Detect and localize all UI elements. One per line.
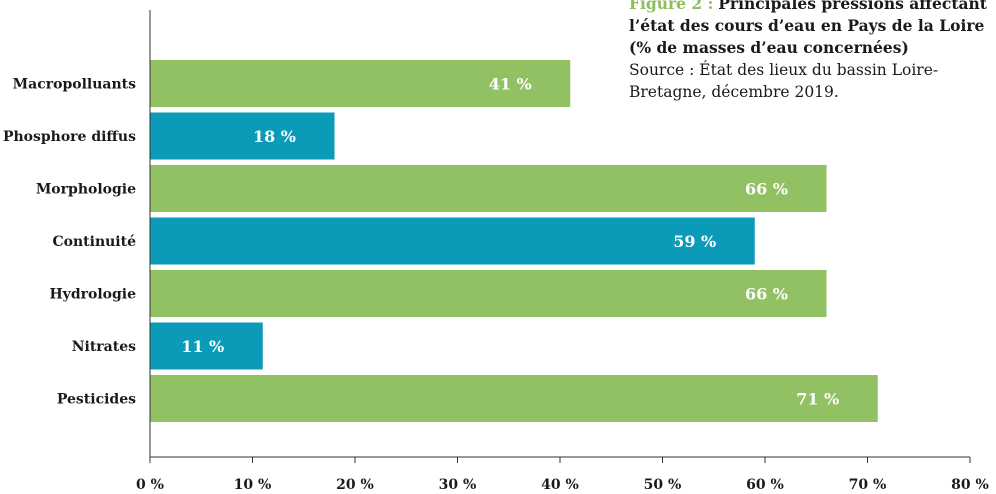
figure-caption: Figure 2 : Principales pressions affecta… xyxy=(629,0,989,103)
x-tick-label: 30 % xyxy=(439,477,477,493)
bar xyxy=(150,270,827,317)
bar xyxy=(150,322,263,370)
category-label: Morphologie xyxy=(36,182,136,198)
bar-value-label: 71 % xyxy=(796,390,839,409)
category-label: Macropolluants xyxy=(13,77,136,93)
figure-title: Principales pressions affectant l’état d… xyxy=(629,0,987,57)
bar xyxy=(150,60,571,107)
category-label: Pesticides xyxy=(57,392,136,408)
bar xyxy=(150,375,878,422)
figure-label: Figure 2 : xyxy=(629,0,714,13)
x-tick-label: 20 % xyxy=(336,477,374,493)
bar-value-label: 59 % xyxy=(673,232,716,251)
x-tick-label: 50 % xyxy=(644,477,682,493)
bar-value-label: 66 % xyxy=(745,285,788,304)
x-tick-label: 60 % xyxy=(746,477,784,493)
bar-value-label: 41 % xyxy=(489,75,532,94)
bar-value-label: 66 % xyxy=(745,180,788,199)
figure-source: Source : État des lieux du bassin Loire-… xyxy=(629,61,939,101)
x-tick-label: 10 % xyxy=(234,477,272,493)
category-label: Phosphore diffus xyxy=(3,129,136,145)
category-label: Nitrates xyxy=(72,339,136,355)
x-tick-label: 80 % xyxy=(951,477,989,493)
x-tick-label: 0 % xyxy=(136,477,164,493)
category-label: Continuité xyxy=(53,234,137,250)
bar-value-label: 18 % xyxy=(253,127,296,146)
bar-value-label: 11 % xyxy=(181,337,224,356)
x-tick-label: 70 % xyxy=(849,477,887,493)
category-label: Hydrologie xyxy=(49,287,136,303)
bar xyxy=(150,112,335,160)
bar xyxy=(150,217,755,265)
x-tick-label: 40 % xyxy=(541,477,579,493)
bar xyxy=(150,165,827,212)
